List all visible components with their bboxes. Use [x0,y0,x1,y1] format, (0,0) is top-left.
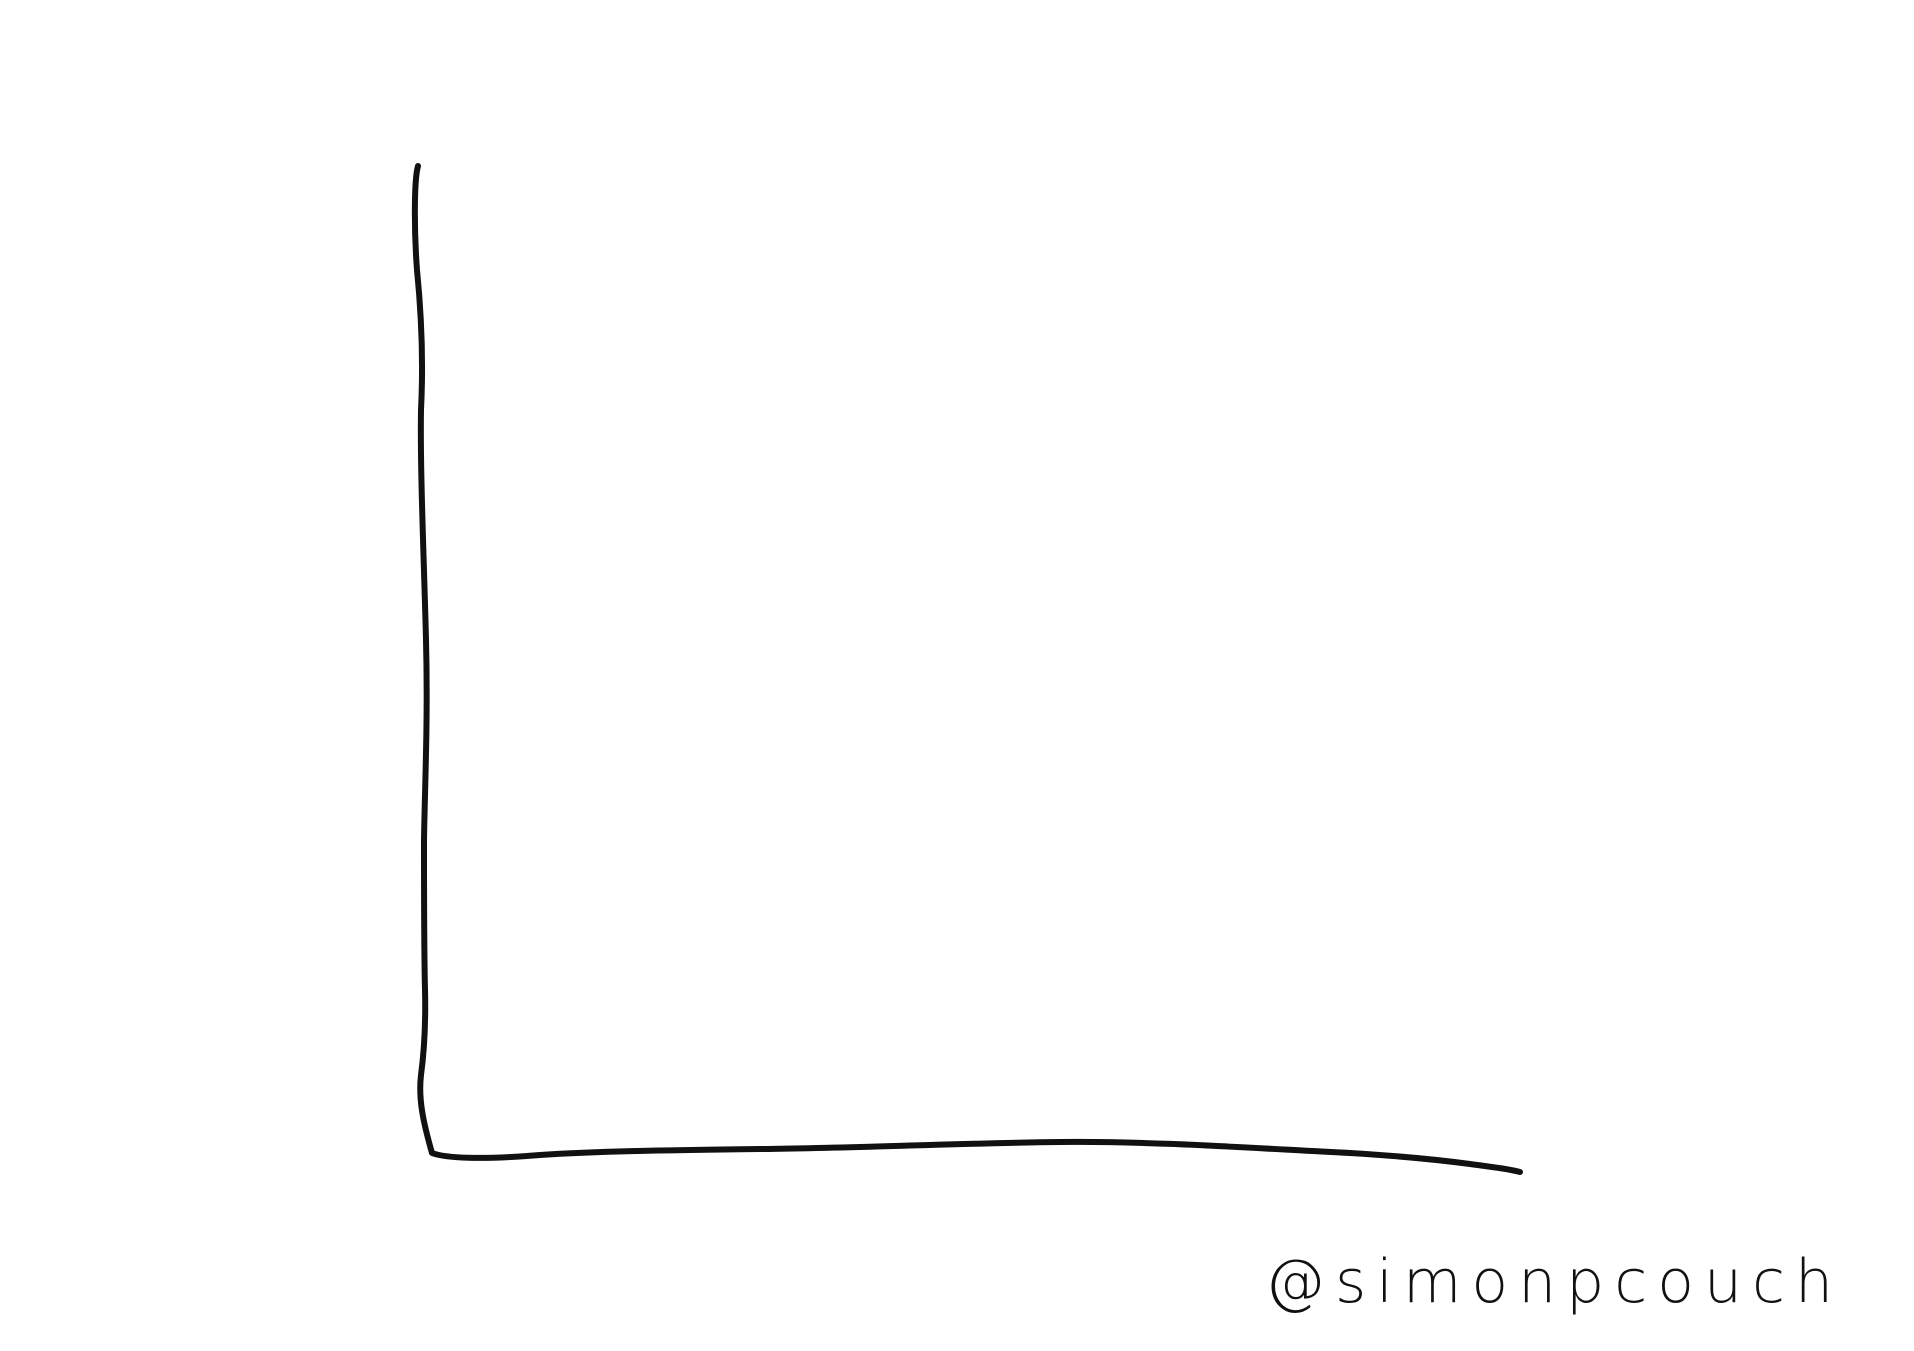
hand-drawn-axes [411,163,1523,1175]
signature: @simonpcouch [1265,1247,1843,1317]
